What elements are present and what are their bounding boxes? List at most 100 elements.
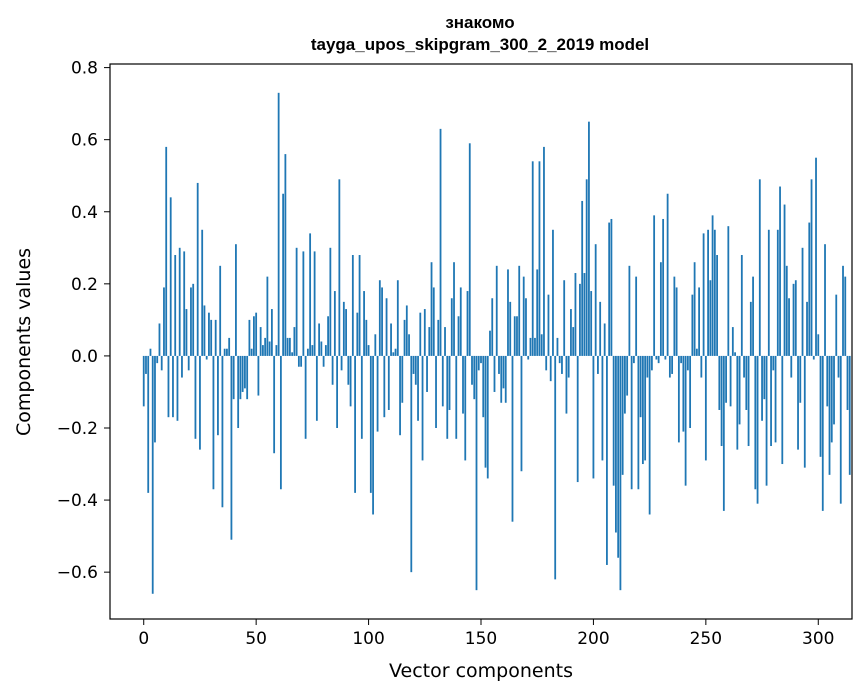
- bar-272: [754, 355, 757, 490]
- bar-25: [199, 355, 201, 450]
- bar-115: [401, 355, 404, 403]
- bar-111: [392, 352, 395, 356]
- bar-221: [639, 355, 642, 418]
- y-axis-ticks: −0.6 −0.4 −0.2 0.0 0.2 0.4 0.6 0.8: [57, 59, 110, 583]
- bar-212: [619, 355, 622, 591]
- bar-200: [592, 355, 595, 479]
- bar-223: [644, 355, 647, 461]
- bar-121: [414, 355, 417, 385]
- bar-45: [244, 355, 246, 389]
- bar-145: [468, 143, 471, 356]
- bar-116: [403, 319, 406, 356]
- bar-178: [543, 146, 545, 356]
- bar-173: [531, 161, 534, 356]
- bar-260: [727, 226, 730, 356]
- bar-306: [830, 355, 833, 443]
- bar-211: [617, 355, 620, 558]
- bar-233: [666, 193, 669, 356]
- bar-147: [473, 355, 476, 400]
- bar-53: [262, 345, 264, 356]
- bar-49: [253, 316, 255, 356]
- bar-126: [426, 355, 428, 392]
- bar-268: [745, 355, 748, 410]
- bar-289: [792, 283, 795, 356]
- bar-214: [624, 355, 626, 414]
- bar-294: [803, 355, 806, 468]
- bar-262: [731, 327, 734, 356]
- bar-177: [540, 334, 543, 356]
- bar-240: [682, 355, 685, 432]
- bar-310: [839, 355, 842, 504]
- bar-109: [387, 355, 390, 410]
- bar-277: [765, 355, 768, 486]
- bar-75: [311, 345, 314, 356]
- chart-title-line2: tayga_upos_skipgram_300_2_2019 model: [311, 35, 649, 54]
- bar-99: [365, 319, 368, 356]
- bar-174: [534, 337, 536, 356]
- bar-161: [504, 355, 507, 403]
- y-tick-label: 0.2: [71, 275, 98, 295]
- bar-197: [585, 179, 588, 356]
- bar-4: [151, 355, 154, 594]
- bar-271: [752, 276, 754, 356]
- bar-9: [163, 287, 165, 356]
- bar-189: [567, 355, 570, 378]
- bar-236: [673, 276, 676, 356]
- bar-166: [516, 316, 518, 356]
- bar-165: [513, 316, 516, 356]
- bar-97: [360, 355, 363, 439]
- bar-160: [502, 355, 505, 389]
- bar-220: [637, 355, 640, 490]
- bar-122: [417, 355, 419, 421]
- bar-229: [657, 355, 660, 364]
- bar-130: [435, 355, 437, 428]
- bar-138: [453, 262, 455, 356]
- bar-140: [457, 316, 460, 356]
- bar-290: [794, 280, 797, 356]
- bar-273: [756, 355, 759, 504]
- bar-137: [450, 298, 453, 356]
- bar-110: [390, 323, 392, 356]
- x-tick-label: 100: [352, 629, 384, 649]
- bar-158: [498, 355, 500, 374]
- bar-78: [318, 323, 321, 356]
- bar-47: [248, 319, 251, 356]
- bar-313: [846, 355, 849, 410]
- bar-270: [749, 301, 752, 356]
- bar-246: [695, 348, 698, 356]
- bar-195: [581, 200, 584, 356]
- x-tick-label: 300: [802, 629, 834, 649]
- bar-296: [808, 222, 811, 356]
- y-tick-label: 0.6: [71, 131, 98, 151]
- bar-113: [396, 280, 399, 356]
- bar-180: [547, 294, 550, 356]
- chart-title-line1: знакомо: [445, 13, 514, 32]
- bar-210: [615, 355, 617, 533]
- bar-293: [801, 247, 804, 356]
- y-tick-label: −0.6: [57, 563, 98, 583]
- bar-299: [815, 157, 817, 356]
- bar-79: [320, 341, 323, 356]
- bar-230: [659, 262, 662, 356]
- bars-group: [142, 92, 851, 594]
- bar-87: [338, 179, 341, 356]
- bar-251: [707, 229, 709, 356]
- bar-252: [709, 280, 712, 356]
- bar-259: [725, 355, 727, 403]
- bar-6: [156, 355, 159, 364]
- bar-234: [668, 355, 671, 378]
- bar-253: [711, 215, 714, 356]
- bar-124: [421, 355, 424, 461]
- bar-65: [288, 337, 291, 356]
- bar-67: [293, 327, 296, 356]
- bar-56: [268, 341, 271, 356]
- bar-298: [812, 355, 815, 360]
- bar-76: [313, 251, 316, 356]
- bar-8: [160, 355, 163, 371]
- bar-305: [828, 355, 831, 475]
- bar-216: [628, 265, 631, 356]
- bar-96: [358, 255, 361, 356]
- bar-172: [529, 337, 532, 356]
- bar-213: [621, 355, 624, 475]
- bar-10: [165, 146, 168, 356]
